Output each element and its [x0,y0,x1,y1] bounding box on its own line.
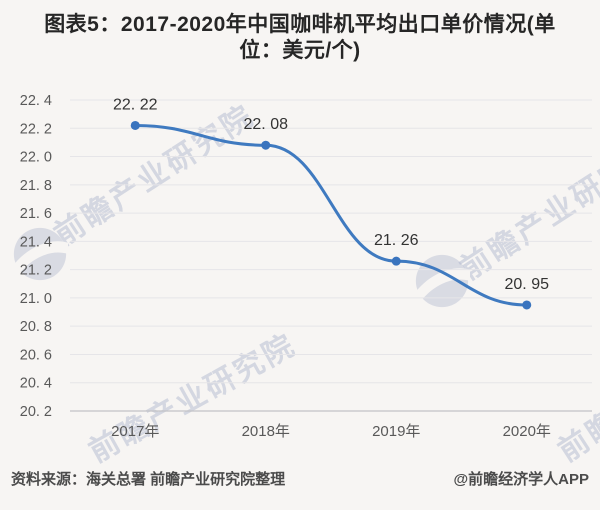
data-point-marker [261,140,271,150]
y-tick-label: 21. 8 [20,178,52,194]
x-tick-label: 2017年 [111,423,159,440]
data-point-marker [522,300,532,310]
data-point-label: 21. 26 [374,232,419,249]
line-chart: 22. 4 22. 2 22. 0 21. 8 21. 6 21. 4 21. 2 21. 0… [20,93,592,440]
source-text: 资料来源：海关总署 前瞻产业研究院整理 [11,471,286,488]
chart-title-line2: 位：美元/个) [239,39,361,62]
footer: 资料来源：海关总署 前瞻产业研究院整理 @前瞻经济学人APP [11,468,589,489]
credit-text: @前瞻经济学人APP [453,471,589,488]
x-tick-label: 2018年 [242,423,290,440]
data-point-label: 22. 08 [244,116,289,133]
y-tick-label: 21. 4 [20,234,52,250]
y-tick-label: 22. 0 [20,150,52,166]
y-tick-label: 20. 4 [20,376,52,392]
watermark-globe-icon [12,227,68,281]
data-point-label: 20. 95 [505,276,550,293]
series-line [133,123,529,307]
data-point-marker [130,120,140,130]
y-tick-label: 21. 0 [20,291,52,307]
chart-title: 图表5：2017-2020年中国咖啡机平均出口单价情况(单 位：美元/个) [0,0,600,64]
y-tick-label: 21. 6 [20,206,52,222]
y-tick-label: 22. 4 [20,93,52,109]
x-tick-label: 2019年 [372,423,420,440]
y-tick-label: 22. 2 [20,121,52,137]
y-tick-label: 21. 2 [20,263,52,279]
chart-title-line1: 图表5：2017-2020年中国咖啡机平均出口单价情况(单 [44,13,556,36]
y-tick-label: 20. 2 [20,404,52,420]
x-tick-label: 2020年 [503,423,551,440]
y-tick-label: 20. 8 [20,319,52,335]
y-tick-label: 20. 6 [20,347,52,363]
data-point-label: 22. 22 [113,96,158,113]
data-point-marker [391,256,401,266]
